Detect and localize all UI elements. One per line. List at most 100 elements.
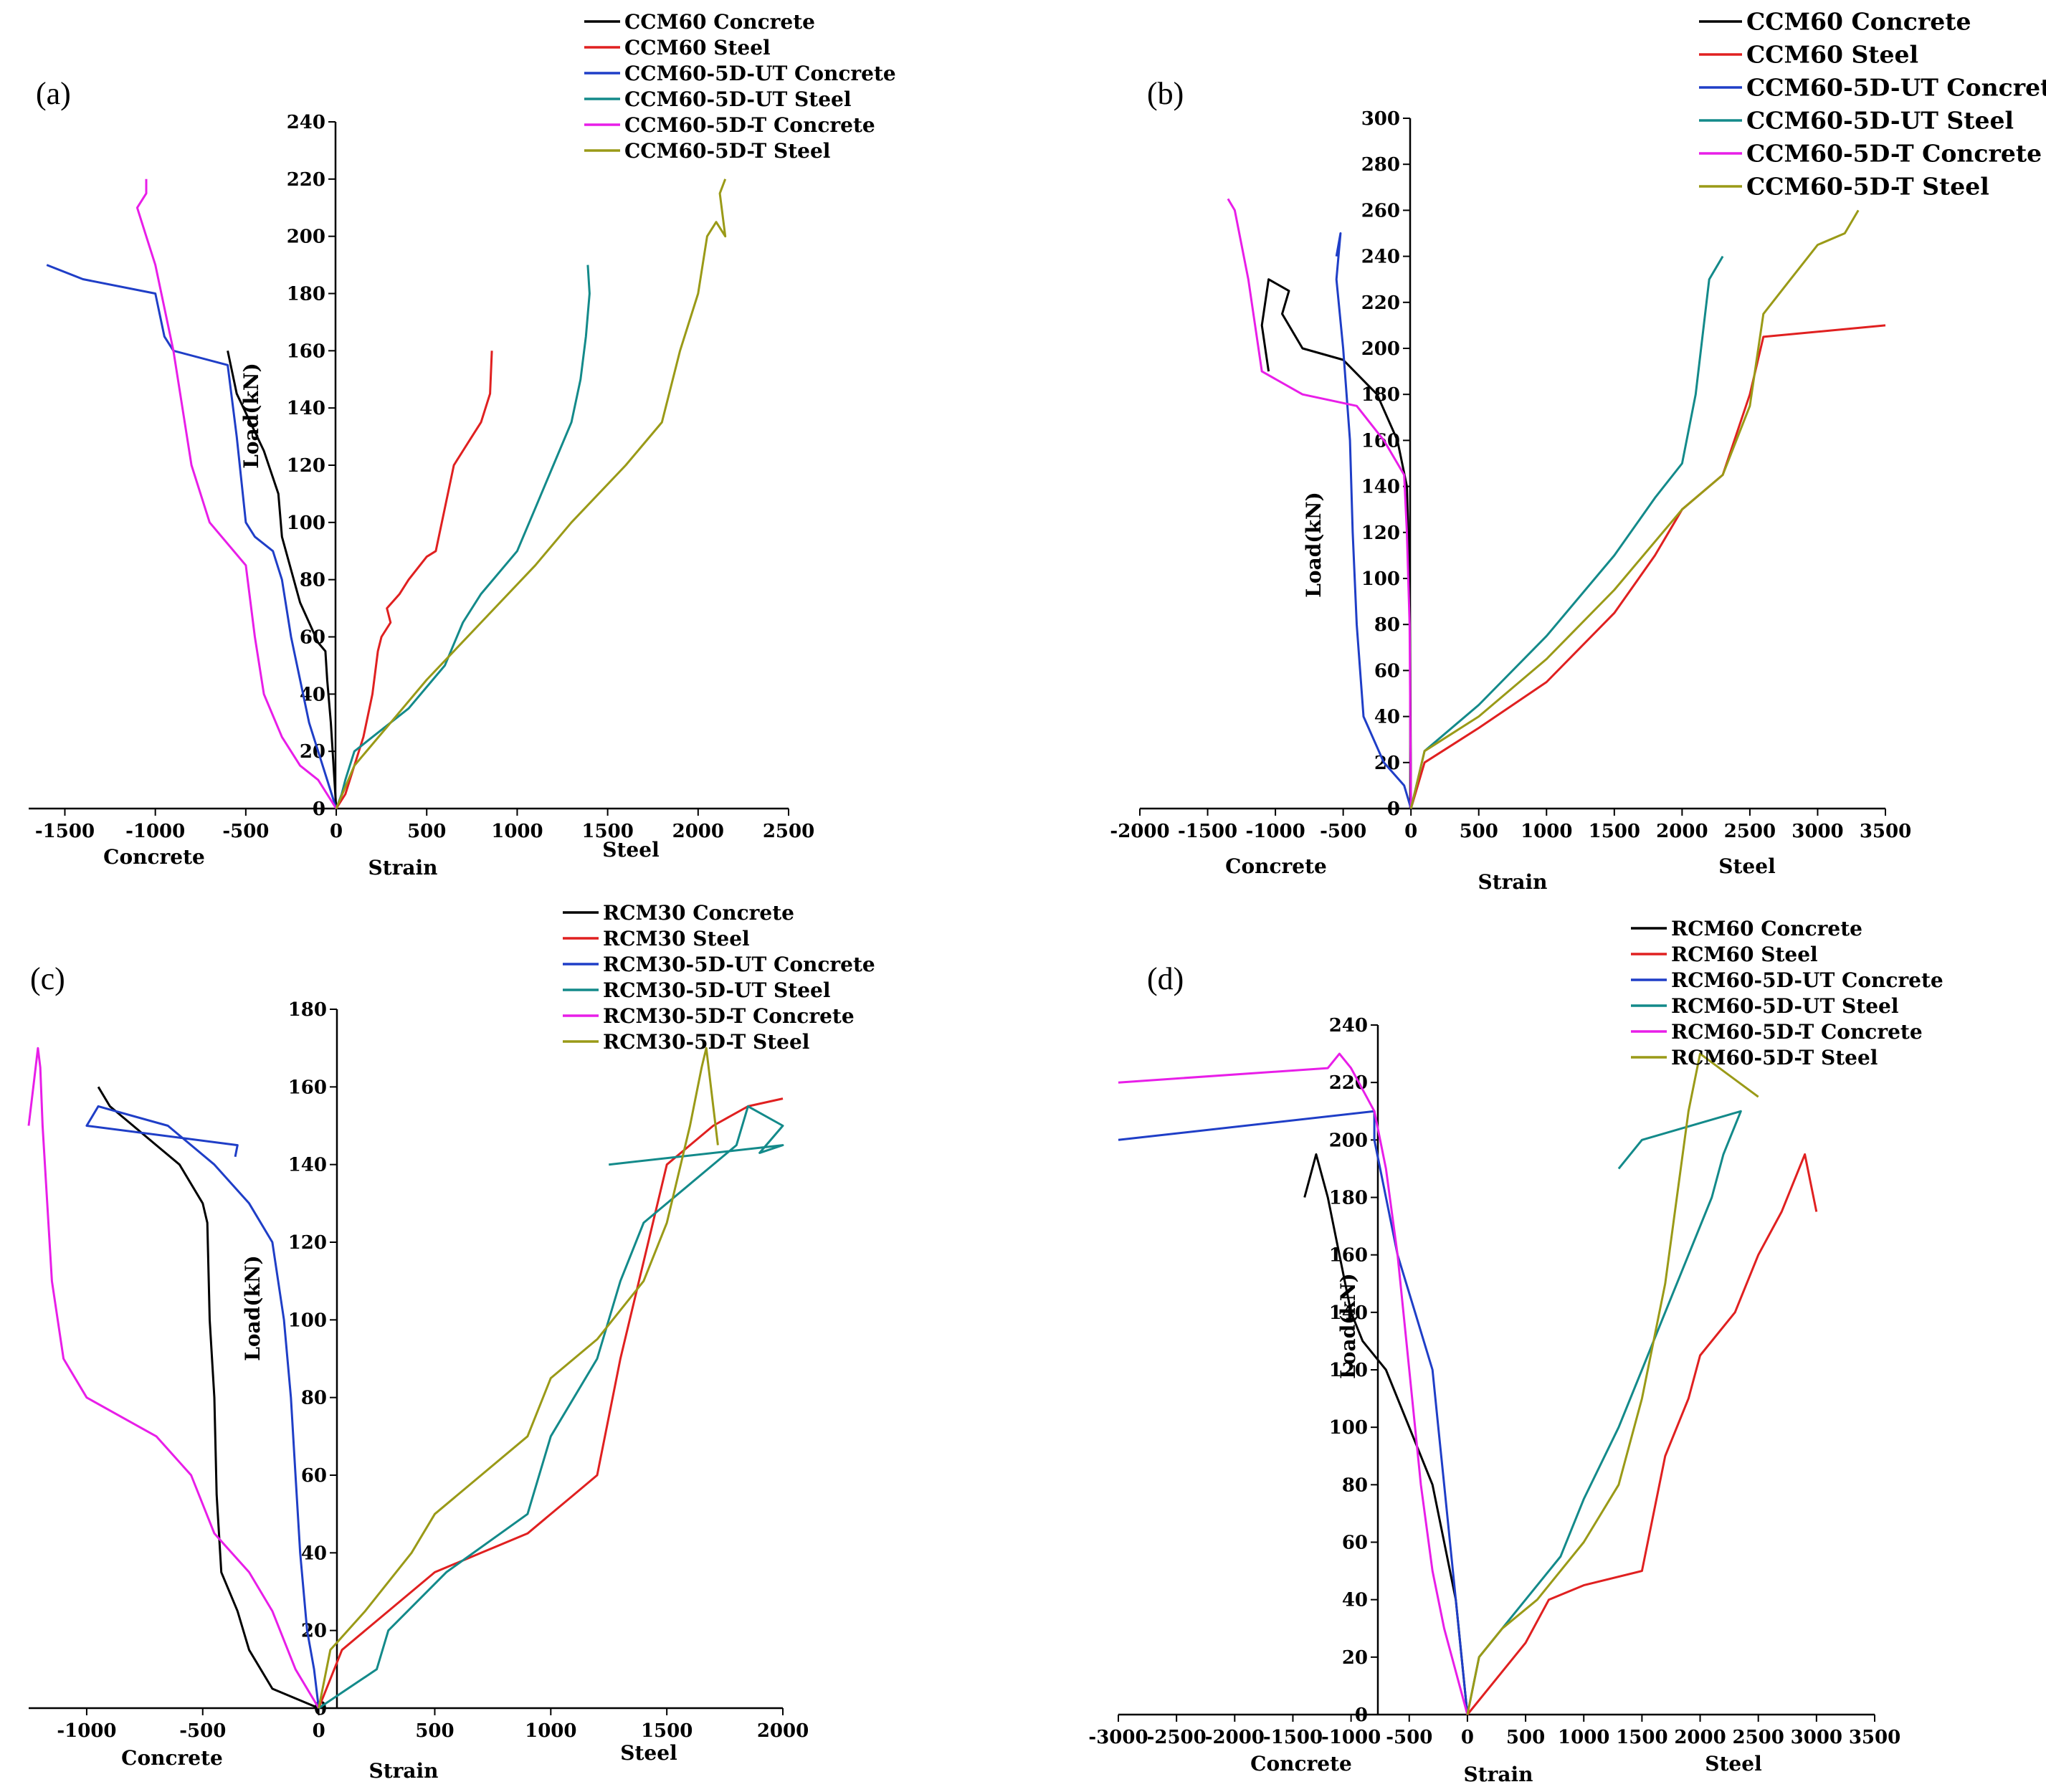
y-tick-label: 120 (1329, 1360, 1368, 1381)
y-axis-label: Load(kN) (1302, 492, 1326, 598)
steel-side-label: Steel (602, 838, 659, 862)
x-tick-label: 500 (1506, 1727, 1545, 1748)
panel-label: (b) (1147, 76, 1184, 111)
legend-entry: CCM60 Concrete (624, 10, 815, 34)
series-line-2 (318, 1097, 784, 1709)
y-tick-label: 60 (301, 1465, 327, 1487)
chart-panel-2: (b)-2000 -1500 -1000 -500 0 500 1000 1500 2000 25… (1110, 8, 2046, 894)
x-tick-label: 0 (1404, 821, 1417, 842)
y-tick-label: 100 (288, 1310, 327, 1331)
x-tick-label: -500 (1386, 1727, 1432, 1748)
x-tick-label: 500 (415, 1720, 454, 1742)
y-tick-label: 120 (1361, 523, 1400, 544)
y-tick-label: 80 (1374, 614, 1400, 636)
x-tick-label: 0 (313, 1720, 325, 1742)
y-tick-label: 180 (1329, 1188, 1368, 1209)
x-tick-label: 3000 (1792, 821, 1843, 842)
legend-entry: CCM60-5D-T Concrete (1746, 140, 2042, 168)
legend-entry: CCM60 Concrete (1746, 8, 1971, 36)
steel-side-label: Steel (1705, 1752, 1761, 1776)
y-tick-label: 120 (287, 455, 325, 477)
x-axis-label: Strain (368, 856, 437, 880)
legend-entry: CCM60-5D-UT Steel (1746, 107, 2014, 135)
y-tick-label: 240 (1361, 247, 1400, 268)
y-axis-label: Load(kN) (239, 363, 263, 469)
x-tick-label: 3500 (1860, 821, 1911, 842)
y-tick-label: 140 (1361, 477, 1400, 498)
x-tick-label: -1500 (1263, 1727, 1323, 1748)
legend-entry: CCM60-5D-UT Concrete (1746, 74, 2046, 102)
x-tick-label: 2500 (763, 821, 814, 842)
x-tick-label: 1500 (1616, 1727, 1667, 1748)
legend-entry: RCM30-5D-T Steel (603, 1030, 809, 1054)
y-tick-label: 40 (1342, 1590, 1368, 1611)
x-tick-label: -500 (1320, 821, 1366, 842)
x-tick-label: 0 (330, 821, 343, 842)
y-tick-label: 160 (288, 1077, 327, 1098)
y-tick-label: 140 (288, 1155, 327, 1176)
y-tick-label: 260 (1361, 200, 1400, 221)
y-tick-label: 140 (287, 398, 325, 419)
y-tick-label: 200 (287, 227, 325, 248)
y-tick-label: 280 (1361, 154, 1400, 176)
chart-panel-1: (a) -1500 -1000 -500 0 500 1000 1500 2000 2500 0 20… (29, 10, 896, 880)
series-line-4 (318, 1105, 784, 1710)
x-axis-label: Strain (368, 1759, 438, 1783)
x-tick-label: -1500 (35, 821, 95, 842)
y-tick-label: 180 (287, 284, 325, 305)
legend-entry: RCM60-5D-T Concrete (1671, 1020, 1923, 1044)
x-tick-label: 1500 (641, 1720, 693, 1742)
x-tick-label: -500 (222, 821, 269, 842)
series-line-5 (27, 1047, 320, 1709)
x-tick-label: 500 (1460, 821, 1498, 842)
y-tick-label: 60 (1342, 1533, 1368, 1554)
legend-entry: RCM30 Steel (603, 927, 750, 950)
y-tick-label: 160 (287, 340, 325, 362)
series-line-4 (335, 264, 591, 809)
y-tick-label: 0 (1355, 1705, 1368, 1726)
series-line-3 (1335, 232, 1412, 809)
legend-entry: RCM30-5D-UT Concrete (603, 953, 875, 976)
x-tick-label: 1500 (581, 821, 633, 842)
chart-panel-3: (c)-1000 -500 0 500 1000 1500 2000020406080100… (27, 901, 875, 1783)
y-tick-label: 220 (1329, 1072, 1368, 1094)
concrete-side-label: Concrete (1250, 1752, 1352, 1776)
concrete-side-label: Concrete (1225, 854, 1327, 878)
y-tick-label: 220 (1361, 292, 1400, 314)
y-tick-label: 80 (300, 570, 325, 591)
y-tick-label: 0 (1387, 799, 1400, 820)
y-tick-label: 140 (1329, 1302, 1368, 1324)
y-tick-label: 220 (287, 169, 325, 191)
series-line-2 (335, 351, 493, 809)
x-tick-label: -2000 (1205, 1727, 1265, 1748)
x-tick-label: -2500 (1147, 1727, 1207, 1748)
y-tick-label: 60 (1374, 660, 1400, 682)
legend-entry: RCM60-5D-UT Concrete (1671, 968, 1943, 992)
x-tick-label: -1000 (1246, 821, 1305, 842)
legend-entry: RCM60-5D-UT Steel (1671, 994, 1898, 1018)
series-line-1 (227, 350, 338, 809)
legend-entry: RCM30 Concrete (603, 901, 794, 925)
x-tick-label: -2000 (1110, 821, 1169, 842)
legend-entry: RCM30-5D-T Concrete (603, 1004, 855, 1028)
y-tick-label: 80 (301, 1388, 327, 1409)
x-tick-label: -1000 (1321, 1727, 1381, 1748)
panel-label: (d) (1147, 961, 1184, 996)
steel-side-label: Steel (1718, 854, 1775, 878)
x-tick-label: 2500 (1733, 1727, 1784, 1748)
y-tick-label: 100 (1329, 1417, 1368, 1439)
x-tick-label: -1500 (1178, 821, 1237, 842)
x-tick-label: 3000 (1791, 1727, 1842, 1748)
y-tick-label: 40 (1374, 707, 1400, 728)
series-line-4 (1409, 255, 1724, 809)
legend-entry: RCM60 Steel (1671, 943, 1818, 966)
y-tick-label: 200 (1329, 1130, 1368, 1151)
x-axis-label: Strain (1463, 1763, 1533, 1786)
y-tick-label: 200 (1361, 338, 1400, 360)
x-tick-label: 2000 (1656, 821, 1708, 842)
